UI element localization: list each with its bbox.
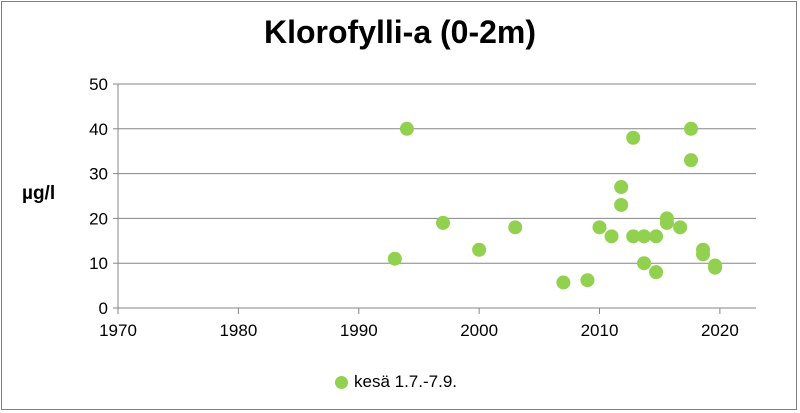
data-point bbox=[604, 229, 619, 244]
y-tick-label: 0 bbox=[99, 299, 108, 318]
y-tick-label: 30 bbox=[89, 165, 108, 184]
x-tick-label: 1980 bbox=[219, 321, 257, 340]
data-point bbox=[387, 251, 402, 266]
x-tick-label: 1970 bbox=[99, 321, 137, 340]
data-point bbox=[659, 215, 674, 230]
x-tick-label: 2000 bbox=[460, 321, 498, 340]
data-point bbox=[708, 260, 723, 275]
y-tick-label: 10 bbox=[89, 254, 108, 273]
y-tick-label: 40 bbox=[89, 120, 108, 139]
data-point bbox=[637, 256, 652, 271]
x-tick-label: 1990 bbox=[340, 321, 378, 340]
data-point bbox=[399, 121, 414, 136]
data-point bbox=[626, 130, 641, 145]
data-point bbox=[696, 247, 711, 262]
data-point bbox=[508, 220, 523, 235]
data-point bbox=[683, 153, 698, 168]
data-point bbox=[472, 242, 487, 257]
data-point bbox=[556, 275, 571, 290]
x-tick-label: 2010 bbox=[581, 321, 619, 340]
data-point bbox=[580, 273, 595, 288]
data-point bbox=[592, 220, 607, 235]
data-point bbox=[637, 229, 652, 244]
x-tick-label: 2020 bbox=[701, 321, 739, 340]
legend-label: kesä 1.7.-7.9. bbox=[354, 372, 458, 391]
y-axis-label: µg/l bbox=[22, 183, 56, 204]
legend: kesä 1.7.-7.9. bbox=[335, 372, 457, 392]
data-point bbox=[649, 265, 664, 280]
data-point bbox=[673, 220, 688, 235]
y-tick-label: 20 bbox=[89, 209, 108, 228]
y-tick-label: 50 bbox=[89, 75, 108, 94]
data-point bbox=[614, 197, 629, 212]
chart-title: Klorofylli-a (0-2m) bbox=[263, 14, 537, 50]
legend-marker bbox=[335, 375, 348, 389]
data-point bbox=[649, 229, 664, 244]
data-point bbox=[683, 121, 698, 136]
data-point bbox=[626, 229, 641, 244]
data-point bbox=[614, 180, 629, 195]
data-point bbox=[436, 215, 451, 230]
